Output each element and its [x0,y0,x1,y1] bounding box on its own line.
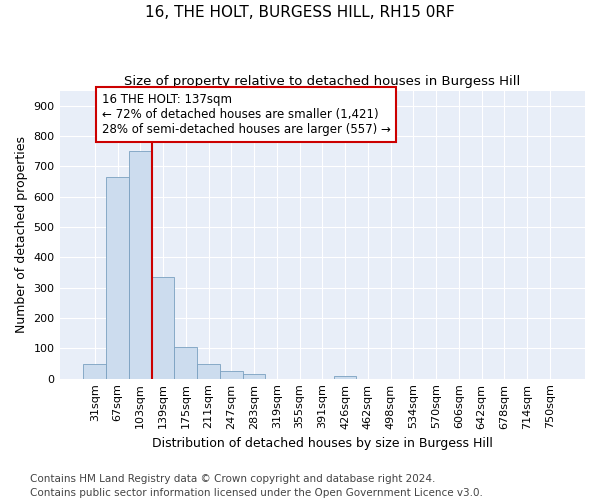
Bar [242,374,265,378]
Text: 16 THE HOLT: 137sqm
← 72% of detached houses are smaller (1,421)
28% of semi-det: 16 THE HOLT: 137sqm ← 72% of detached ho… [101,94,391,136]
Bar [175,347,197,378]
Bar [220,371,242,378]
Bar [106,177,129,378]
Bar [83,364,106,378]
Bar [129,151,152,378]
Bar [197,364,220,378]
X-axis label: Distribution of detached houses by size in Burgess Hill: Distribution of detached houses by size … [152,437,493,450]
Title: Size of property relative to detached houses in Burgess Hill: Size of property relative to detached ho… [124,75,520,88]
Bar [152,277,175,378]
Bar [334,376,356,378]
Text: 16, THE HOLT, BURGESS HILL, RH15 0RF: 16, THE HOLT, BURGESS HILL, RH15 0RF [145,5,455,20]
Text: Contains HM Land Registry data © Crown copyright and database right 2024.
Contai: Contains HM Land Registry data © Crown c… [30,474,483,498]
Y-axis label: Number of detached properties: Number of detached properties [15,136,28,333]
